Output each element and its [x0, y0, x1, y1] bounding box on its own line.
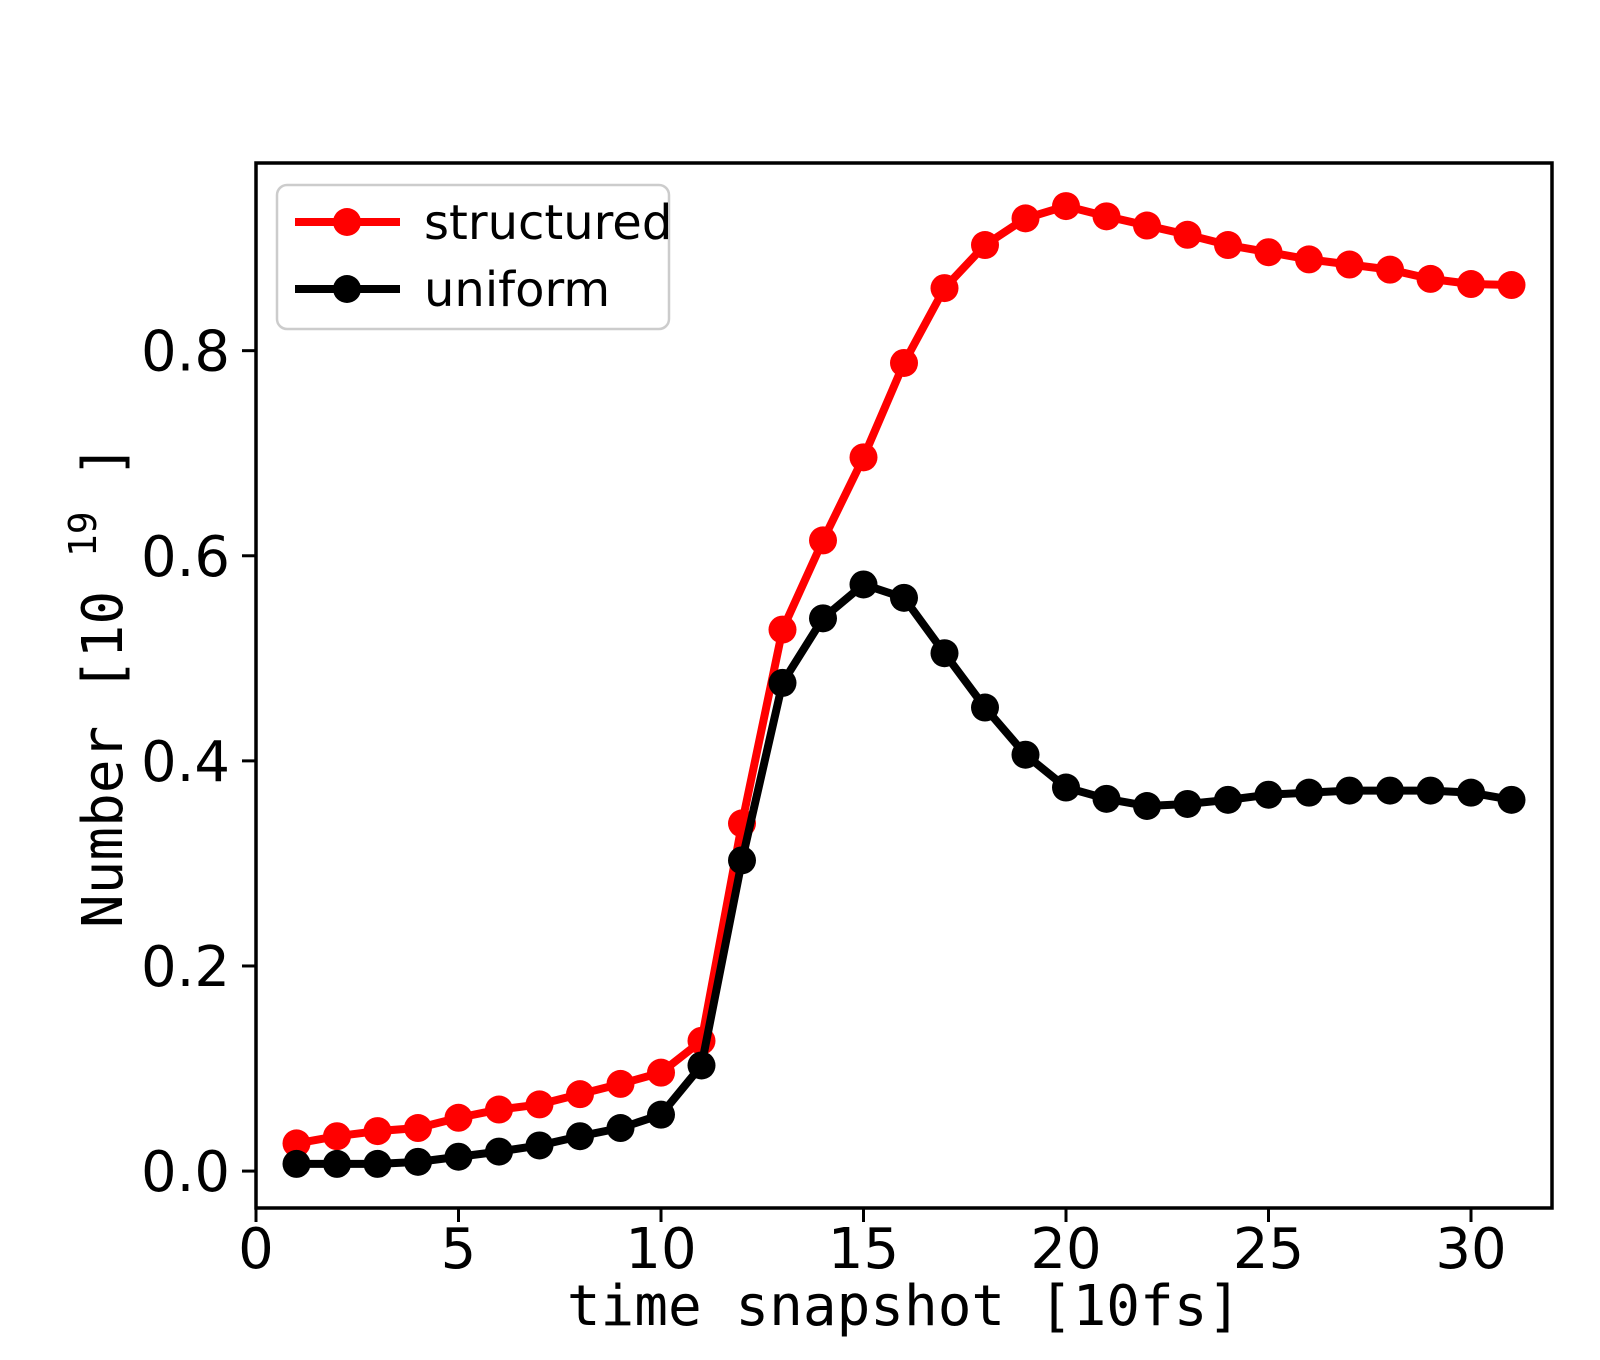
data-point-uniform-4	[404, 1147, 432, 1176]
legend-marker-structured	[333, 208, 361, 236]
data-point-structured-21	[1092, 202, 1121, 231]
plot-border	[254, 161, 1554, 1210]
data-point-uniform-21	[1092, 784, 1121, 813]
data-point-uniform-19	[1011, 740, 1040, 769]
data-point-uniform-25	[1254, 780, 1283, 809]
data-point-structured-13	[768, 615, 797, 644]
x-tick-label: 0	[238, 1217, 274, 1282]
data-point-structured-4	[404, 1114, 432, 1143]
legend-marker-uniform	[333, 275, 361, 303]
data-point-uniform-20	[1052, 773, 1080, 802]
x-tick-label: 10	[625, 1217, 696, 1282]
data-point-uniform-6	[485, 1137, 513, 1166]
y-axis-label-exponent: 19	[61, 511, 105, 557]
data-point-uniform-1	[282, 1149, 311, 1178]
data-point-uniform-13	[768, 668, 797, 697]
y-tick-label: 0.2	[141, 935, 230, 1000]
data-point-uniform-17	[930, 639, 959, 668]
data-point-structured-3	[363, 1117, 392, 1146]
legend-entry-uniform: uniform	[295, 262, 610, 318]
x-tick-label: 15	[828, 1217, 899, 1282]
data-point-structured-17	[930, 274, 959, 303]
x-axis-label: time snapshot [10fs]	[567, 1274, 1241, 1339]
series-group	[282, 192, 1526, 1178]
data-point-uniform-29	[1416, 776, 1445, 805]
data-point-structured-1	[282, 1129, 311, 1158]
y-axis-label: Number [10 19 ]	[45, 444, 136, 928]
x-tick-label: 5	[441, 1217, 477, 1282]
data-point-uniform-9	[606, 1114, 635, 1143]
data-point-uniform-12	[728, 846, 756, 875]
data-point-structured-7	[525, 1090, 554, 1119]
data-point-structured-31	[1497, 271, 1526, 300]
y-tick-label: 0.4	[141, 730, 230, 795]
data-point-structured-10	[647, 1058, 675, 1087]
x-tick-label: 30	[1435, 1217, 1506, 1282]
legend-label-uniform: uniform	[424, 262, 610, 318]
data-point-structured-22	[1133, 211, 1161, 240]
legend: structured uniform	[275, 183, 672, 331]
data-point-uniform-7	[525, 1131, 554, 1160]
data-point-uniform-8	[566, 1122, 594, 1151]
x-axis: 0 5 10 15 20 25 30	[238, 1208, 1507, 1282]
data-point-structured-2	[323, 1122, 351, 1151]
data-point-uniform-31	[1497, 785, 1526, 814]
series-structured	[282, 192, 1526, 1158]
data-point-structured-23	[1173, 220, 1202, 249]
data-point-structured-30	[1457, 270, 1485, 299]
data-point-uniform-10	[647, 1100, 675, 1129]
y-axis-label-base: Number [10	[71, 591, 136, 928]
series-uniform	[282, 570, 1526, 1178]
data-point-uniform-22	[1133, 791, 1161, 820]
data-point-structured-26	[1295, 245, 1323, 274]
legend-entry-structured: structured	[295, 195, 672, 251]
data-point-uniform-28	[1376, 776, 1404, 805]
data-point-structured-5	[444, 1103, 473, 1132]
data-point-structured-19	[1011, 204, 1040, 233]
x-tick-label: 25	[1233, 1217, 1304, 1282]
data-point-uniform-11	[687, 1051, 716, 1080]
y-tick-label: 0.6	[141, 525, 230, 590]
data-point-structured-8	[566, 1080, 594, 1109]
data-point-structured-25	[1254, 238, 1283, 267]
data-point-structured-6	[485, 1095, 513, 1124]
data-point-uniform-5	[444, 1142, 473, 1171]
data-point-uniform-26	[1295, 778, 1323, 807]
data-point-uniform-2	[323, 1149, 351, 1178]
data-point-structured-14	[809, 526, 837, 555]
data-point-uniform-27	[1335, 776, 1364, 805]
data-point-structured-28	[1376, 255, 1404, 284]
data-point-uniform-30	[1457, 778, 1485, 807]
data-point-uniform-14	[809, 604, 837, 633]
y-tick-label: 0.8	[141, 320, 230, 385]
data-point-uniform-16	[890, 583, 918, 612]
data-point-uniform-24	[1214, 785, 1242, 814]
data-point-structured-9	[606, 1069, 635, 1098]
data-point-uniform-23	[1173, 789, 1202, 818]
data-point-uniform-15	[849, 570, 878, 599]
x-tick-label: 20	[1030, 1217, 1101, 1282]
data-point-structured-16	[890, 348, 918, 377]
y-axis-label-close: ]	[71, 444, 136, 478]
plot-area	[256, 163, 1552, 1208]
data-point-structured-18	[971, 231, 999, 260]
data-point-structured-15	[849, 443, 878, 472]
data-point-structured-24	[1214, 231, 1242, 260]
data-point-structured-20	[1052, 192, 1080, 221]
data-point-structured-29	[1416, 264, 1445, 293]
data-point-uniform-18	[971, 693, 999, 722]
legend-label-structured: structured	[424, 195, 672, 251]
data-point-uniform-3	[363, 1149, 392, 1178]
y-axis: 0.0 0.2 0.4 0.6 0.8	[141, 320, 256, 1205]
y-tick-label: 0.0	[141, 1140, 230, 1205]
data-point-structured-27	[1335, 250, 1364, 279]
